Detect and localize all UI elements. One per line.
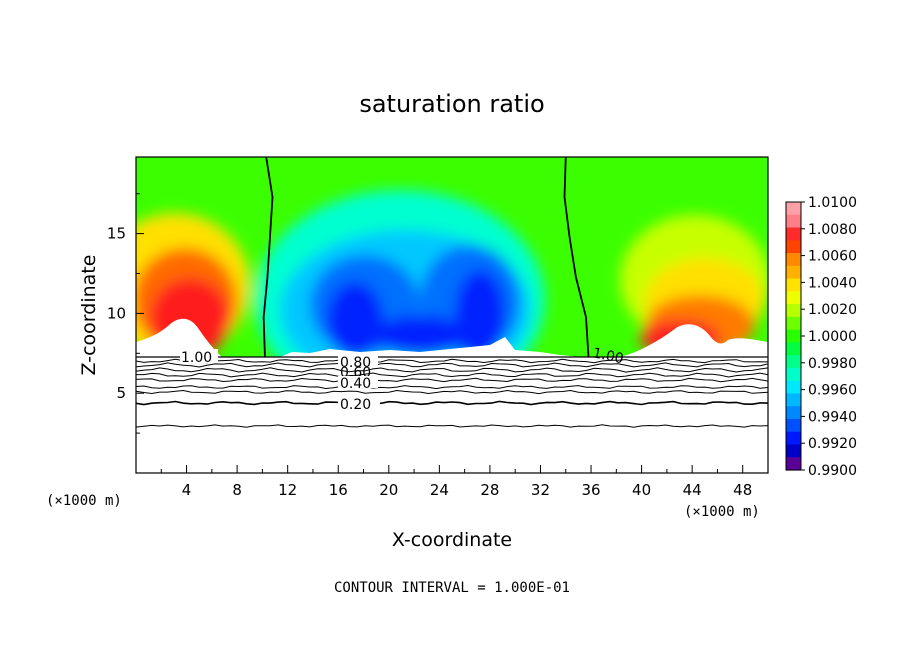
x-tick-label: 44	[683, 481, 702, 499]
x-tick-label: 8	[232, 481, 242, 499]
plot-frame	[135, 156, 769, 474]
colorbar-label: 0.9920	[808, 436, 857, 452]
colorbar-swatch	[786, 367, 801, 382]
lower-contour-line	[136, 372, 769, 378]
contour-label-0-20: 0.20	[340, 397, 371, 413]
blob-deepblue-a	[327, 282, 383, 357]
colorbar-swatch	[786, 431, 801, 446]
lower-contour-line	[135, 358, 769, 364]
blob-deepblue-c	[375, 315, 465, 355]
colorbar-swatch	[786, 304, 801, 318]
colorbar-swatch	[786, 418, 801, 433]
colorbar-label: 1.0100	[808, 195, 857, 211]
x-tick-label: 32	[531, 481, 550, 499]
contour-interval-footer: CONTOUR INTERVAL = 1.000E-01	[334, 580, 570, 596]
colorbar-swatch	[786, 278, 801, 292]
x-tick-label: 40	[632, 481, 651, 499]
colorbar-swatch	[786, 329, 801, 343]
y-axis-ticks: 5 10 15	[107, 193, 144, 434]
colorbar-swatch	[786, 227, 801, 241]
colorbar-swatch	[786, 240, 801, 254]
x-tick-label: 28	[480, 481, 499, 499]
blob-deepblue-b	[455, 270, 505, 357]
x-axis-ticks: 4 8 12 16 20 24 28 32 36 40 44 48	[160, 465, 752, 499]
contour-label-0-40: 0.40	[340, 376, 371, 392]
lower-contour-line	[135, 400, 769, 406]
colorbar-label: 0.9980	[808, 356, 857, 372]
x-tick-label: 12	[278, 481, 297, 499]
y-tick-label: 10	[107, 304, 126, 322]
colorbar-swatch	[786, 355, 801, 369]
lower-contour-line	[135, 424, 769, 428]
colorbar-swatch	[786, 265, 801, 280]
colorbar-swatch	[786, 444, 801, 458]
y-axis-label: Z-coordinate	[78, 255, 100, 376]
x-unit-label-right: (×1000 m)	[684, 504, 760, 520]
colorbar-label: 0.9900	[808, 463, 857, 479]
lower-contour-line	[135, 377, 769, 383]
x-tick-label: 48	[733, 481, 752, 499]
contour-1-00-left	[262, 157, 274, 357]
white-pocket-right	[620, 324, 768, 357]
x-tick-label: 36	[581, 481, 600, 499]
colorbar-label: 1.0000	[808, 329, 857, 345]
lower-contour-line	[135, 362, 769, 368]
colorbar-label: 1.0040	[808, 275, 857, 291]
colorbar-swatch	[786, 253, 801, 267]
x-tick-label: 20	[379, 481, 398, 499]
colorbar-label: 1.0020	[808, 302, 857, 318]
white-pocket-center	[280, 337, 580, 357]
contour-label-1-00-left: 1.00	[181, 350, 212, 366]
colorbar-swatch	[786, 406, 801, 420]
colorbar-swatch	[786, 393, 801, 407]
y-tick-label: 5	[116, 384, 126, 402]
y-tick-label: 15	[107, 225, 126, 243]
lower-contour-lines	[135, 356, 769, 428]
colorbar-swatch	[786, 214, 801, 229]
contour-1-00-right	[563, 157, 590, 357]
saturation-field	[136, 157, 768, 357]
colorbar-swatch	[786, 291, 801, 305]
colorbar-label: 0.9960	[808, 383, 857, 399]
x-tick-label: 16	[329, 481, 348, 499]
chart-title: saturation ratio	[359, 90, 544, 118]
colorbar-label: 0.9940	[808, 409, 857, 425]
colorbar-label: 1.0080	[808, 222, 857, 238]
lower-contour-line	[135, 384, 769, 390]
colorbar-swatch	[786, 202, 801, 216]
colorbar-label: 1.0060	[808, 249, 857, 265]
lower-contour-line	[135, 389, 769, 395]
colorbar-swatch	[786, 316, 801, 331]
colorbar-swatch	[786, 342, 801, 356]
x-axis-label: X-coordinate	[392, 529, 512, 551]
colorbar: 1.0100 1.0080 1.0060 1.0040 1.0020 1.0000 0.99…	[785, 195, 857, 479]
lower-contour-line	[135, 367, 769, 373]
colorbar-swatch	[786, 380, 801, 395]
white-pocket-left	[136, 318, 222, 357]
colorbar-swatch	[786, 457, 801, 471]
contour-labels: 1.00 0.80 0.60 0.40 0.20 1.00	[180, 345, 625, 413]
contour-label-1-00-right: 1.00	[591, 345, 625, 367]
contour-label-0-80: 0.80	[340, 355, 371, 371]
x-tick-label: 24	[430, 481, 449, 499]
x-unit-label-left: (×1000 m)	[46, 493, 122, 509]
x-tick-label: 4	[182, 481, 192, 499]
